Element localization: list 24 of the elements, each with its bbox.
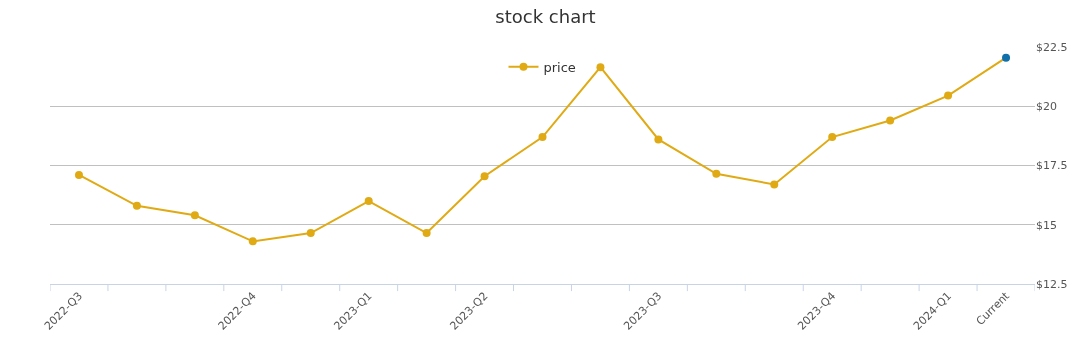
point: [654, 135, 663, 144]
point: [1002, 53, 1011, 62]
y-tick-label: $17.5: [1036, 159, 1068, 173]
chart-title: stock chart: [495, 6, 596, 28]
point: [828, 133, 837, 142]
point: [364, 197, 373, 206]
point: [886, 116, 895, 125]
y-tick-label: $22.5: [1036, 40, 1068, 54]
y-tick-label: $12.5: [1036, 277, 1068, 291]
point: [422, 229, 431, 238]
point: [712, 169, 721, 178]
y-tick-label: $15: [1036, 218, 1057, 232]
point: [480, 172, 489, 181]
point: [596, 63, 605, 72]
point: [538, 133, 547, 142]
point: [770, 180, 779, 189]
y-tick-label: $20: [1036, 100, 1057, 114]
point: [74, 170, 83, 179]
legend-label: price: [543, 59, 576, 75]
point: [132, 201, 141, 210]
point: [944, 91, 953, 100]
point: [190, 211, 199, 220]
point: [306, 229, 315, 238]
point: [248, 237, 257, 246]
